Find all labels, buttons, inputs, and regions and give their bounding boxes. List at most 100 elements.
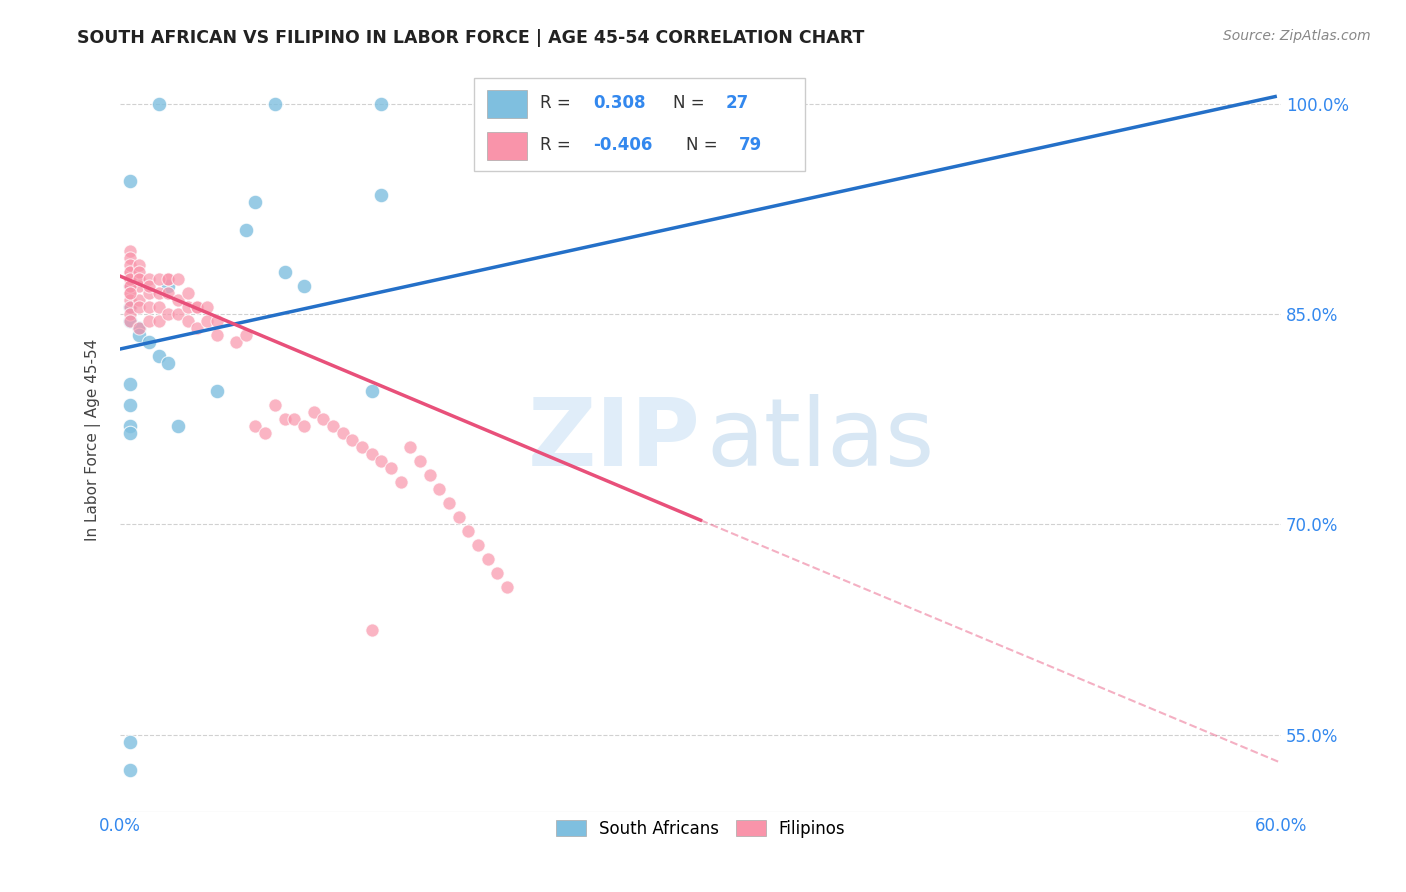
Point <box>457 524 479 539</box>
Point <box>128 293 150 307</box>
Point <box>380 461 402 475</box>
Point <box>419 468 441 483</box>
Point <box>157 356 180 370</box>
Point <box>195 300 218 314</box>
Point <box>118 285 141 300</box>
Point <box>118 272 141 286</box>
Point <box>138 314 160 328</box>
Point <box>118 265 141 279</box>
Point <box>496 581 519 595</box>
Point <box>225 334 247 349</box>
Point <box>322 419 344 434</box>
Point <box>273 412 295 426</box>
Point <box>195 314 218 328</box>
Point <box>370 96 392 111</box>
Point <box>302 405 325 419</box>
Point <box>138 272 160 286</box>
Point <box>118 251 141 265</box>
Point <box>186 300 208 314</box>
Point <box>148 300 170 314</box>
Point <box>486 566 509 581</box>
Point <box>148 96 170 111</box>
Point <box>254 426 277 441</box>
Point <box>342 433 364 447</box>
Point <box>263 398 285 412</box>
Point <box>118 735 141 749</box>
Point <box>118 244 141 258</box>
Point <box>118 419 141 434</box>
Point <box>186 300 208 314</box>
Point <box>157 272 180 286</box>
Point <box>273 265 295 279</box>
Point <box>148 285 170 300</box>
Point <box>167 419 190 434</box>
Point <box>118 426 141 441</box>
Point <box>118 307 141 321</box>
Point <box>128 272 150 286</box>
Point <box>118 377 141 392</box>
Point <box>128 300 150 314</box>
Legend: South Africans, Filipinos: South Africans, Filipinos <box>548 814 852 845</box>
Point <box>157 279 180 293</box>
Point <box>128 321 150 335</box>
Point <box>205 314 228 328</box>
Point <box>245 419 267 434</box>
Point <box>399 440 422 454</box>
Point <box>138 300 160 314</box>
Point <box>283 412 305 426</box>
Point <box>447 510 470 524</box>
Point <box>245 194 267 209</box>
Point <box>148 349 170 363</box>
Point <box>177 300 200 314</box>
Point <box>427 483 450 497</box>
Point <box>128 272 150 286</box>
Point <box>128 328 150 343</box>
Point <box>118 763 141 777</box>
Point <box>389 475 412 490</box>
Point <box>370 187 392 202</box>
Text: Source: ZipAtlas.com: Source: ZipAtlas.com <box>1223 29 1371 43</box>
Y-axis label: In Labor Force | Age 45-54: In Labor Force | Age 45-54 <box>86 339 101 541</box>
Point <box>118 314 141 328</box>
Point <box>205 384 228 398</box>
Point <box>370 454 392 468</box>
Point <box>138 285 160 300</box>
Point <box>235 223 257 237</box>
Point <box>138 334 160 349</box>
Point <box>118 293 141 307</box>
Point <box>118 265 141 279</box>
Point <box>118 279 141 293</box>
Point <box>118 272 141 286</box>
Point <box>292 279 315 293</box>
Point <box>409 454 432 468</box>
Point <box>177 285 200 300</box>
Point <box>118 258 141 272</box>
Point <box>128 321 150 335</box>
Point <box>360 384 382 398</box>
Point <box>157 272 180 286</box>
Point <box>312 412 335 426</box>
Point <box>292 419 315 434</box>
Point <box>437 496 460 510</box>
Point <box>332 426 354 441</box>
Text: ZIP: ZIP <box>527 394 700 486</box>
Point <box>118 300 141 314</box>
Point <box>128 265 150 279</box>
Point <box>177 314 200 328</box>
Point <box>263 96 285 111</box>
Text: atlas: atlas <box>706 394 935 486</box>
Point <box>205 328 228 343</box>
Point <box>186 321 208 335</box>
Point <box>138 279 160 293</box>
Point <box>167 307 190 321</box>
Point <box>360 623 382 637</box>
Point <box>118 398 141 412</box>
Text: SOUTH AFRICAN VS FILIPINO IN LABOR FORCE | AGE 45-54 CORRELATION CHART: SOUTH AFRICAN VS FILIPINO IN LABOR FORCE… <box>77 29 865 46</box>
Point <box>235 328 257 343</box>
Point <box>148 272 170 286</box>
Point <box>477 552 499 566</box>
Point <box>167 293 190 307</box>
Point <box>128 279 150 293</box>
Point <box>167 272 190 286</box>
Point <box>467 538 489 552</box>
